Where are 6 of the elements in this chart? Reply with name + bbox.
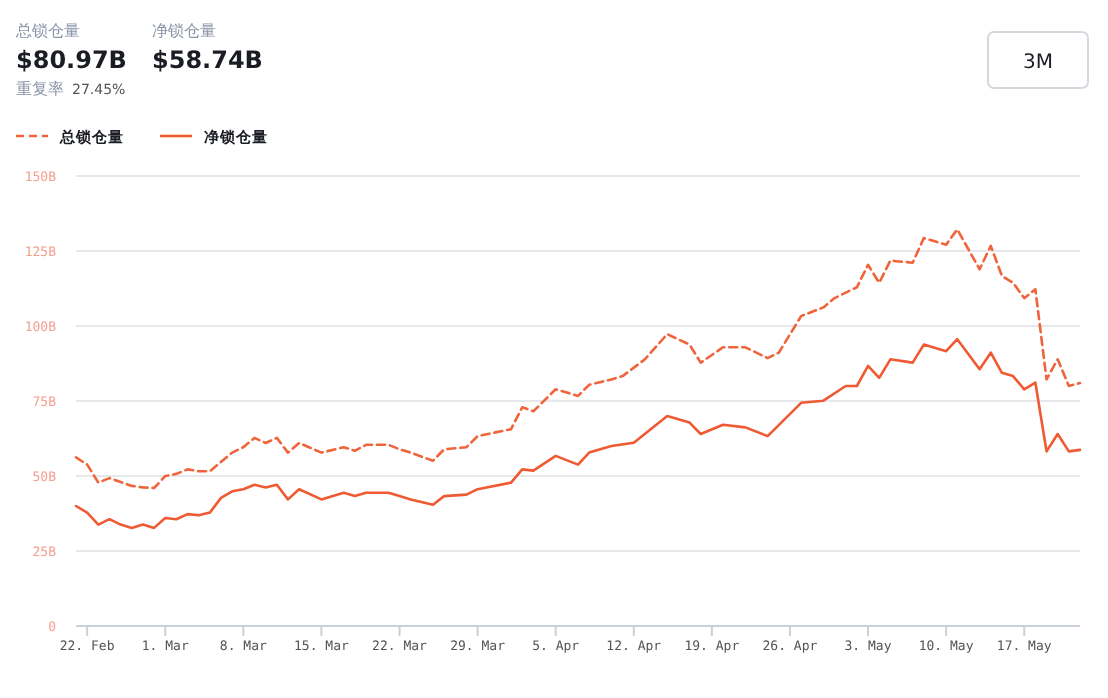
text: $58.74B xyxy=(152,46,263,74)
text: 净锁仓量 xyxy=(152,22,216,40)
text: 重复率 xyxy=(16,80,64,98)
text: 总锁仓量 xyxy=(14,22,80,40)
text: $80.97B xyxy=(16,46,127,74)
text: 3M xyxy=(1023,52,1053,74)
